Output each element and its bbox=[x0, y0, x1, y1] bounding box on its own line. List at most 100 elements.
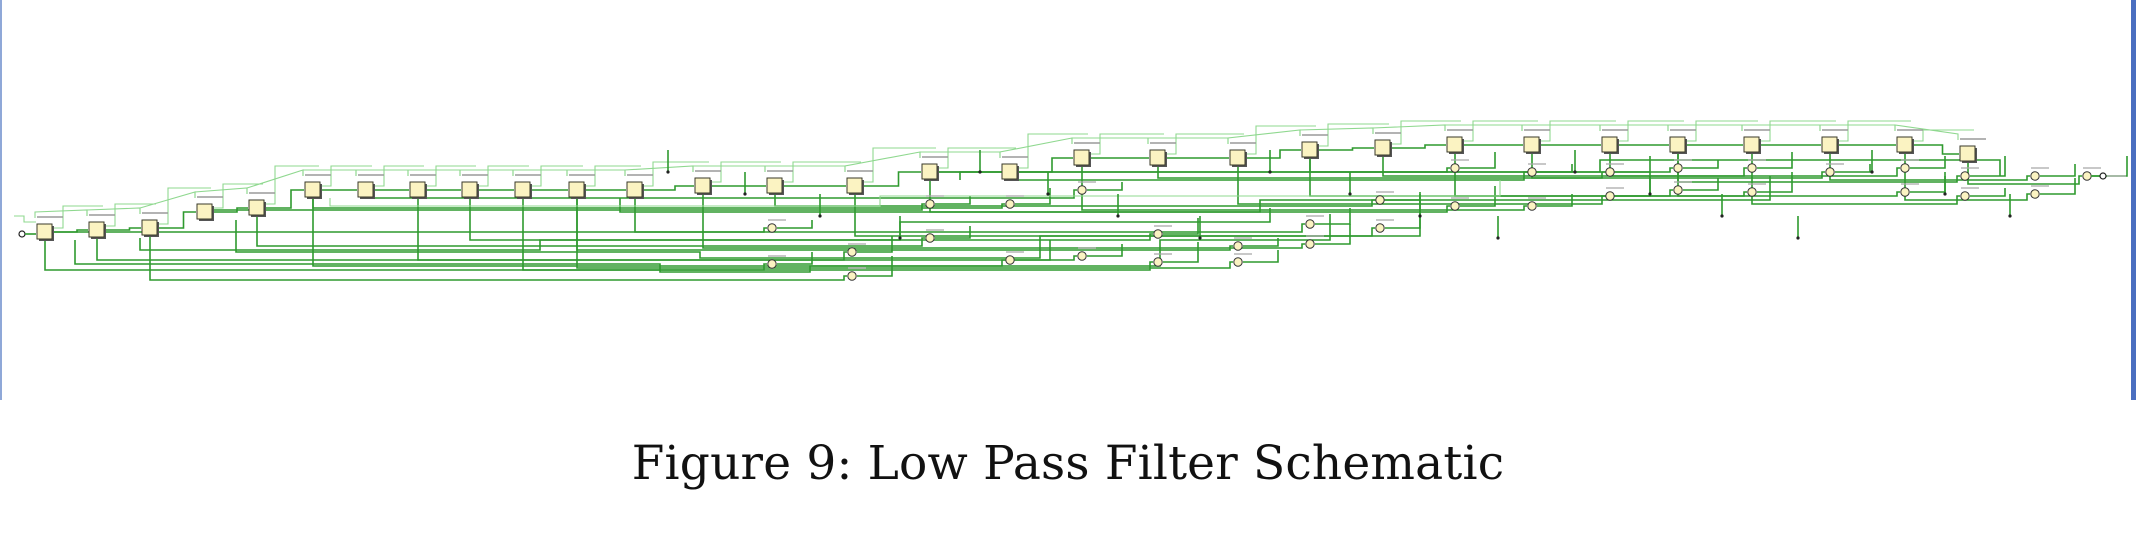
register-block-icon bbox=[304, 181, 321, 198]
tap-dot-icon bbox=[2008, 214, 2012, 218]
adder-circle-icon bbox=[925, 233, 935, 243]
sum-wire bbox=[2040, 164, 2076, 177]
long-wire bbox=[139, 208, 1271, 251]
register-block-icon bbox=[694, 177, 711, 194]
adder-circle-icon bbox=[1960, 171, 1970, 181]
register-block-icon bbox=[1601, 136, 1618, 153]
tap-wire bbox=[702, 195, 1305, 249]
sum-wire bbox=[1615, 176, 1651, 197]
adder-circle-icon bbox=[1077, 185, 1087, 195]
adder-circle-icon bbox=[1450, 201, 1460, 211]
long-wire bbox=[74, 214, 1331, 273]
tap-wire bbox=[149, 237, 847, 281]
tap-wire bbox=[576, 199, 1233, 269]
sum-wire bbox=[1910, 156, 1946, 169]
sum-wire bbox=[935, 226, 971, 239]
register-block-icon bbox=[921, 163, 938, 180]
sum-wire bbox=[1683, 160, 1719, 169]
tap-wire bbox=[1967, 163, 2082, 185]
tap-dot-icon bbox=[1573, 170, 1577, 174]
adder-circle-icon bbox=[1825, 167, 1835, 177]
sum-wire bbox=[1163, 242, 1199, 263]
adder-circle-icon bbox=[1673, 163, 1683, 173]
tap-wire bbox=[634, 199, 1305, 233]
adder-circle-icon bbox=[1375, 223, 1385, 233]
input-port-icon bbox=[18, 230, 26, 238]
tap-dot-icon bbox=[1496, 236, 1500, 240]
sum-wire bbox=[1015, 188, 1051, 205]
tap-wire bbox=[417, 199, 1077, 261]
bus-wire bbox=[1227, 129, 1301, 144]
register-block-icon bbox=[626, 181, 643, 198]
figure-caption: Figure 9: Low Pass Filter Schematic bbox=[631, 436, 1505, 491]
register-block-icon bbox=[1743, 136, 1760, 153]
sum-wire bbox=[777, 252, 813, 265]
register-block-icon bbox=[1959, 145, 1976, 162]
long-wire bbox=[619, 176, 1771, 213]
adder-circle-icon bbox=[1375, 195, 1385, 205]
long-wire bbox=[235, 200, 1421, 259]
sum-wire bbox=[1835, 164, 1871, 173]
sum-wire bbox=[1537, 194, 1573, 207]
adder-circle-icon bbox=[925, 199, 935, 209]
register-block-icon bbox=[409, 181, 426, 198]
register-block-icon bbox=[1374, 139, 1391, 156]
sum-wire bbox=[1460, 152, 1496, 169]
adder-circle-icon bbox=[1527, 201, 1537, 211]
adder-circle-icon bbox=[1900, 187, 1910, 197]
adder-circle-icon bbox=[1233, 241, 1243, 251]
signal-wire bbox=[106, 227, 141, 231]
sum-wire bbox=[1970, 188, 2006, 197]
register-block-icon bbox=[1149, 149, 1166, 166]
tap-dot-icon bbox=[1268, 170, 1272, 174]
long-wire bbox=[959, 159, 2001, 180]
adder-circle-icon bbox=[1900, 163, 1910, 173]
register-block-icon bbox=[514, 181, 531, 198]
signal-wire bbox=[644, 185, 694, 191]
sum-wire bbox=[1315, 224, 1351, 245]
tap-dot-icon bbox=[978, 170, 982, 174]
sum-wire bbox=[857, 236, 893, 253]
register-block-icon bbox=[88, 221, 105, 238]
register-block-icon bbox=[1669, 136, 1686, 153]
adder-circle-icon bbox=[1673, 185, 1683, 195]
sum-wire bbox=[777, 220, 813, 229]
register-block-icon bbox=[357, 181, 374, 198]
adder-circle-icon bbox=[1005, 199, 1015, 209]
tap-dot-icon bbox=[1116, 214, 1120, 218]
clock-wire bbox=[14, 215, 36, 223]
adder-circle-icon bbox=[1747, 163, 1757, 173]
sum-wire bbox=[1087, 182, 1123, 191]
register-block-icon bbox=[196, 203, 213, 220]
tap-dot-icon bbox=[1046, 192, 1050, 196]
register-block-icon bbox=[248, 199, 265, 216]
schematic-frame bbox=[0, 0, 2136, 400]
register-block-icon bbox=[141, 219, 158, 236]
output-port-icon bbox=[2099, 172, 2107, 180]
sum-wire bbox=[2092, 156, 2128, 177]
register-block-icon bbox=[1073, 149, 1090, 166]
adder-circle-icon bbox=[2030, 171, 2040, 181]
adder-circle-icon bbox=[1605, 191, 1615, 201]
tap-dot-icon bbox=[666, 170, 670, 174]
signal-wire bbox=[1247, 149, 1301, 159]
adder-circle-icon bbox=[767, 259, 777, 269]
tap-wire bbox=[256, 217, 925, 247]
sum-wire bbox=[1970, 156, 2006, 177]
sum-wire bbox=[1460, 186, 1496, 207]
sum-wire bbox=[1385, 216, 1421, 229]
low-pass-filter-schematic bbox=[14, 120, 2128, 281]
signal-wire bbox=[266, 189, 304, 209]
adder-circle-icon bbox=[1605, 167, 1615, 177]
tap-wire bbox=[1904, 154, 2030, 201]
adder-circle-icon bbox=[1747, 187, 1757, 197]
register-block-icon bbox=[846, 177, 863, 194]
sum-wire bbox=[1163, 218, 1199, 235]
register-block-icon bbox=[1821, 136, 1838, 153]
tap-dot-icon bbox=[1418, 214, 1422, 218]
register-block-icon bbox=[36, 223, 53, 240]
register-block-icon bbox=[1523, 136, 1540, 153]
register-block-icon bbox=[461, 181, 478, 198]
frame-left-edge bbox=[0, 0, 2, 400]
sum-wire bbox=[857, 256, 893, 277]
